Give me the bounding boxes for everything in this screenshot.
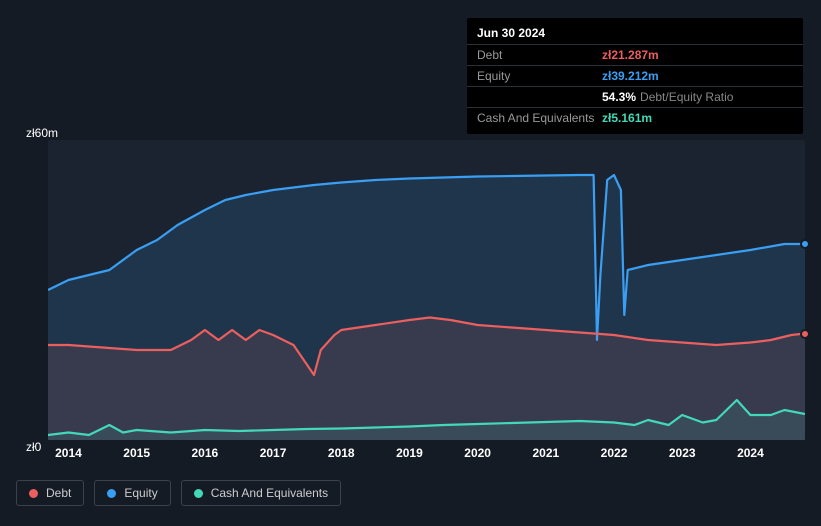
tooltip-row: Debtzł21.287m <box>467 44 803 65</box>
legend-dot-icon <box>107 489 116 498</box>
legend-label: Cash And Equivalents <box>211 486 328 500</box>
tooltip-value: 54.3% <box>602 90 636 104</box>
chart-svg <box>48 140 805 440</box>
tooltip-date: Jun 30 2024 <box>467 24 803 44</box>
legend-item[interactable]: Cash And Equivalents <box>181 480 341 506</box>
legend-dot-icon <box>194 489 203 498</box>
tooltip-value: zł5.161m <box>602 111 652 125</box>
tooltip-label: Cash And Equivalents <box>477 111 602 125</box>
tooltip-value: zł39.212m <box>602 69 659 83</box>
x-tick: 2022 <box>601 446 628 460</box>
x-tick: 2021 <box>532 446 559 460</box>
legend-dot-icon <box>29 489 38 498</box>
tooltip-label: Debt <box>477 48 602 62</box>
legend: Debt Equity Cash And Equivalents <box>16 480 341 506</box>
x-tick: 2017 <box>260 446 287 460</box>
x-tick: 2016 <box>191 446 218 460</box>
x-tick: 2014 <box>55 446 82 460</box>
legend-label: Debt <box>46 486 71 500</box>
tooltip-rows: Debtzł21.287mEquityzł39.212m54.3%Debt/Eq… <box>467 44 803 128</box>
x-tick: 2015 <box>123 446 150 460</box>
tooltip-label: Equity <box>477 69 602 83</box>
x-tick: 2023 <box>669 446 696 460</box>
y-axis-top-label: zł60m <box>26 126 58 140</box>
chart-area: zł60m zł0 <box>16 140 805 440</box>
tooltip-extra: Debt/Equity Ratio <box>640 90 733 104</box>
x-tick: 2020 <box>464 446 491 460</box>
chart-tooltip: Jun 30 2024 Debtzł21.287mEquityzł39.212m… <box>467 18 803 134</box>
tooltip-row: 54.3% Debt/Equity Ratio <box>467 86 803 107</box>
x-tick: 2024 <box>737 446 764 460</box>
tooltip-row: Cash And Equivalentszł5.161m <box>467 107 803 128</box>
x-tick: 2018 <box>328 446 355 460</box>
legend-label: Equity <box>124 486 157 500</box>
series-end-dot <box>800 239 810 249</box>
series-end-dot <box>800 329 810 339</box>
y-axis-bottom-label: zł0 <box>26 440 41 454</box>
tooltip-value: zł21.287m <box>602 48 659 62</box>
legend-item[interactable]: Debt <box>16 480 84 506</box>
chart-plot[interactable] <box>48 140 805 440</box>
x-tick: 2019 <box>396 446 423 460</box>
tooltip-row: Equityzł39.212m <box>467 65 803 86</box>
legend-item[interactable]: Equity <box>94 480 170 506</box>
